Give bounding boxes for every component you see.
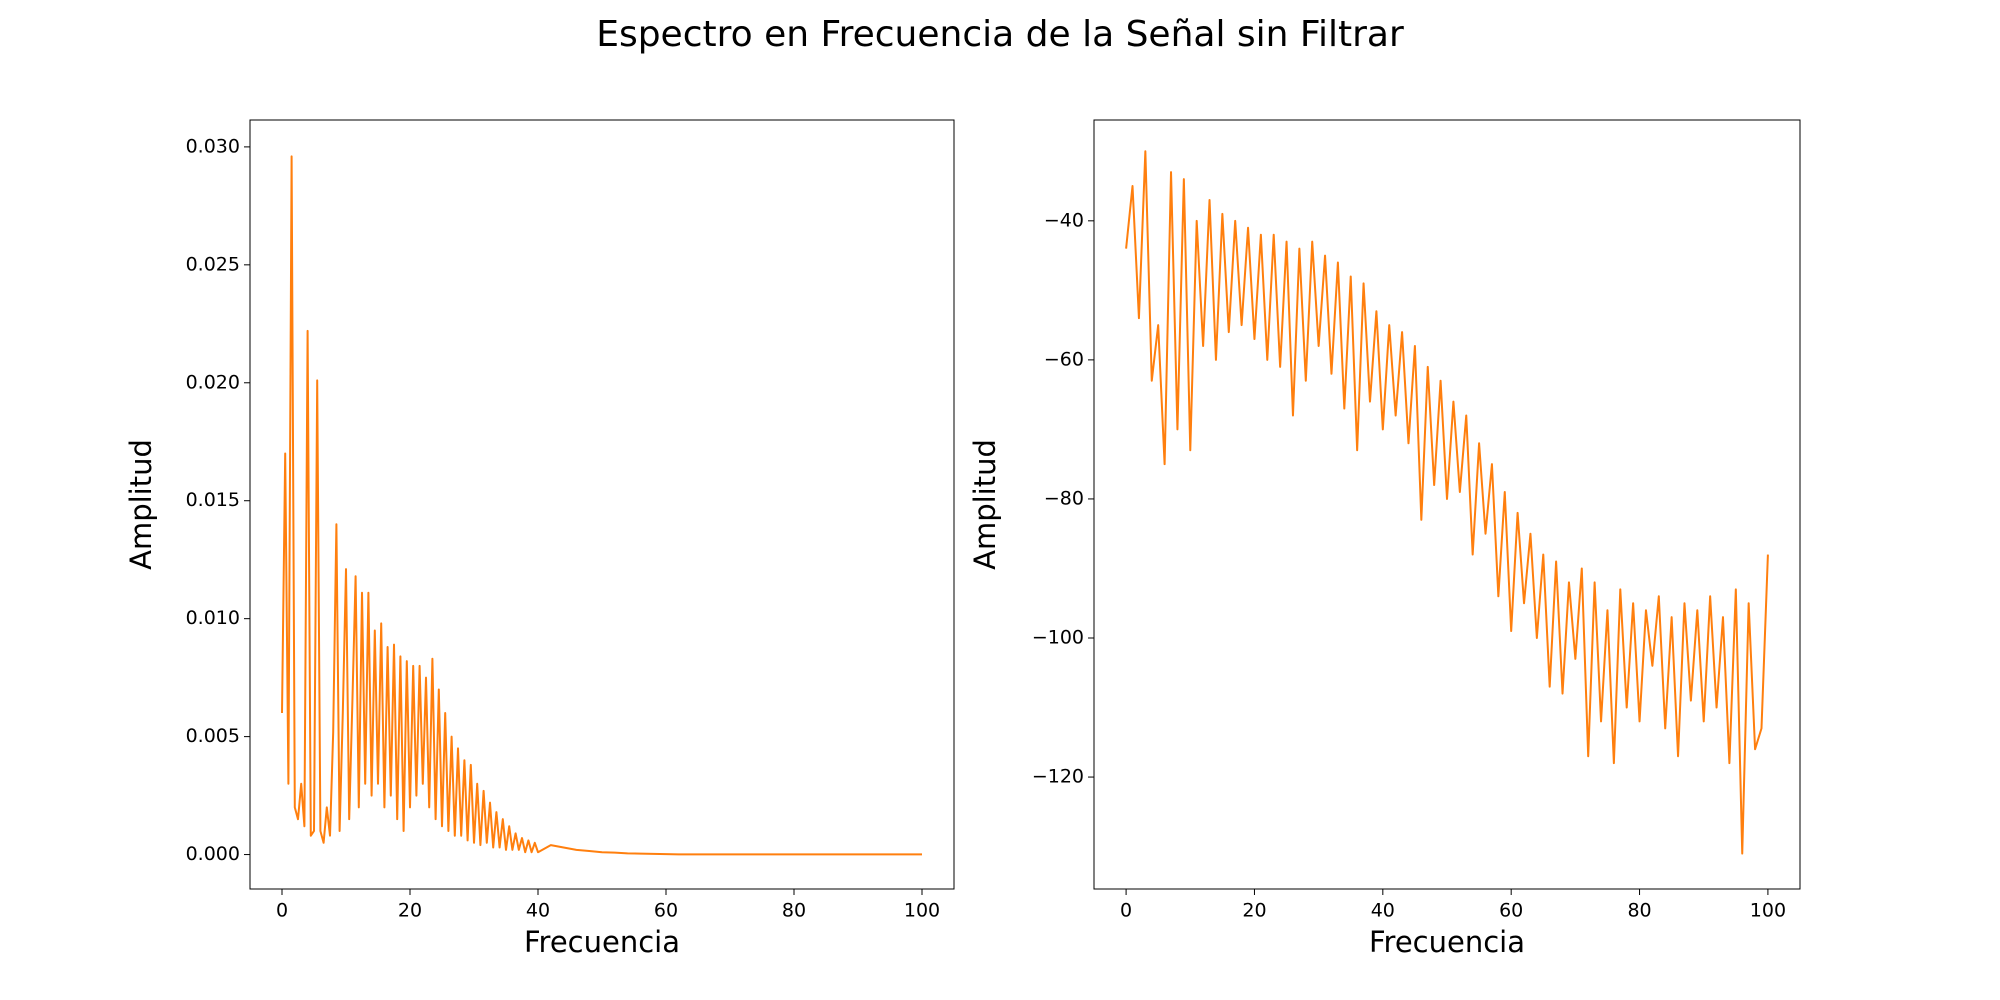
x-tick-label: 80 [782,900,806,922]
x-tick-label: 0 [276,900,288,922]
x-tick-label: 80 [1627,900,1651,922]
x-axis-label: Frecuencia [1369,925,1525,959]
y-axis-label: Amplitud [968,439,1002,570]
x-tick-label: 20 [398,900,422,922]
x-tick-label: 0 [1120,900,1132,922]
y-tick-label: 0.010 [186,607,240,629]
y-tick-label: 0.015 [186,489,240,511]
y-tick-label: 0.030 [186,135,240,157]
y-tick-label: −80 [1044,487,1084,509]
y-tick-label: −120 [1032,766,1084,788]
spectrum-line [281,155,922,856]
y-tick-label: 0.005 [186,725,240,747]
y-tick-label: 0.025 [186,253,240,275]
x-tick-label: 40 [1371,900,1395,922]
x-tick-label: 60 [654,900,678,922]
x-tick-label: 60 [1499,900,1523,922]
y-axis-label: Amplitud [124,439,158,570]
y-tick-label: −40 [1044,209,1084,231]
x-axis-label: Frecuencia [524,925,680,959]
x-tick-label: 100 [904,900,940,922]
axes-frame [249,119,955,890]
x-tick-label: 20 [1242,900,1266,922]
y-tick-label: −60 [1044,348,1084,370]
x-tick-label: 40 [526,900,550,922]
y-tick-label: 0.000 [186,843,240,865]
x-tick-label: 100 [1750,900,1786,922]
spectrum-line [1125,150,1769,855]
axes-frame [1093,119,1801,890]
y-tick-label: 0.020 [186,371,240,393]
y-tick-label: −100 [1032,626,1084,648]
figure-title: Espectro en Frecuencia de la Señal sin F… [596,14,1404,55]
